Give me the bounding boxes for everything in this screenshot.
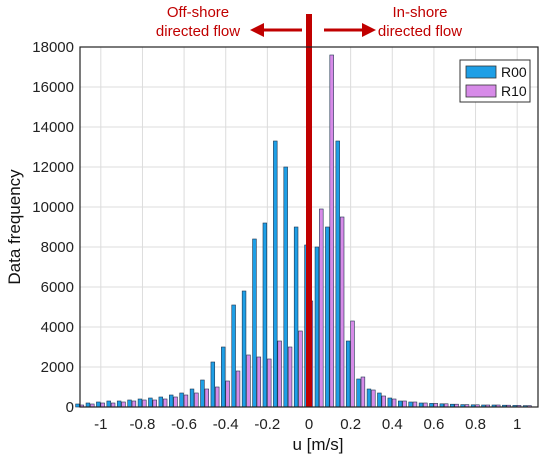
bar-r00 [189, 388, 195, 408]
x-tick-label: 0.4 [382, 416, 403, 433]
bar-r10 [183, 394, 189, 408]
y-tick-label: 10000 [32, 199, 74, 216]
x-tick-label: -0.6 [171, 416, 197, 433]
legend-swatch-r10 [465, 84, 497, 98]
bar-r00 [241, 290, 247, 408]
bar-r10 [131, 400, 137, 408]
bar-r00 [356, 378, 361, 408]
bar-r10 [350, 320, 355, 408]
bar-r10 [142, 399, 147, 408]
bar-r00 [408, 401, 413, 408]
bar-r10 [371, 389, 376, 408]
bar-r00 [377, 392, 382, 408]
bar-r10 [152, 399, 157, 408]
bar-r10 [339, 216, 345, 408]
bar-r00 [221, 346, 226, 408]
y-tick-label: 4000 [41, 319, 74, 336]
x-axis-label: u [m/s] [292, 435, 343, 454]
zero-line-bar [306, 14, 312, 407]
bar-r00 [158, 396, 163, 408]
bar-r00 [273, 140, 278, 408]
bar-r00 [252, 238, 257, 408]
bar-r00 [283, 166, 288, 408]
annotation-inshore-line2: directed flow [378, 23, 462, 40]
bar-r10 [391, 398, 397, 408]
x-tick-label: 0.6 [423, 416, 444, 433]
bar-r10 [225, 380, 230, 408]
bar-r10 [204, 388, 209, 408]
plot-frame [79, 46, 539, 408]
y-tick-label: 2000 [41, 359, 74, 376]
y-tick-label: 12000 [32, 159, 74, 176]
x-tick-label: 0.8 [465, 416, 486, 433]
bar-r00 [106, 400, 111, 408]
bar-r10 [319, 208, 324, 408]
bar-r10 [402, 400, 407, 408]
y-tick-label: 8000 [41, 239, 74, 256]
zero-divider-line [306, 14, 312, 407]
y-tick-label: 14000 [32, 119, 74, 136]
bar-r10 [162, 398, 168, 408]
bar-r00 [387, 397, 392, 408]
x-tick-label: -0.2 [254, 416, 280, 433]
x-tick-labels: -1 -0.8 -0.6 -0.4 -0.2 0 0.2 0.4 0.6 0.8 1 [94, 416, 521, 433]
bar-r10 [298, 330, 303, 408]
bar-r10 [287, 346, 293, 408]
bar-r00 [335, 140, 340, 408]
bar-r10 [235, 370, 241, 408]
inshore-arrow [324, 23, 376, 37]
bar-r00 [127, 399, 132, 408]
bar-r10 [215, 386, 220, 408]
y-tick-label: 16000 [32, 79, 74, 96]
x-tick-label: 0.2 [340, 416, 361, 433]
bar-r10 [246, 354, 251, 408]
annotation-inshore-line1: In-shore [392, 4, 447, 21]
y-tick-labels: 0 2000 4000 6000 8000 10000 12000 14000 16000 180… [32, 39, 74, 416]
bar-r00 [314, 246, 320, 408]
legend: R00 R10 [459, 59, 531, 103]
bar-r10 [360, 376, 366, 408]
bar-r00 [200, 379, 205, 408]
x-tick-label: 0 [305, 416, 313, 433]
bar-r10 [173, 396, 178, 408]
bar-r00 [398, 400, 403, 408]
legend-label-r00: R00 [501, 64, 527, 80]
bar-r10 [256, 356, 262, 408]
bar-r00 [262, 222, 268, 408]
bar-r00 [325, 226, 330, 408]
bar-r10 [329, 54, 334, 408]
bar-r00 [293, 226, 299, 408]
bar-r00 [345, 340, 351, 408]
x-tick-label: -1 [94, 416, 107, 433]
bar-r10 [381, 395, 386, 408]
y-axis-label: Data frequency [5, 169, 24, 285]
bar-r10 [121, 401, 126, 408]
bar-r00 [366, 388, 372, 408]
bar-r00 [96, 401, 101, 408]
legend-swatch-r00 [465, 65, 497, 79]
bar-r00 [75, 403, 80, 408]
x-tick-label: -0.8 [130, 416, 156, 433]
x-tick-label: -0.4 [213, 416, 239, 433]
bar-r00 [169, 394, 174, 408]
bar-r10 [412, 401, 418, 408]
bar-r00 [137, 398, 143, 408]
annotation-offshore-line2: directed flow [156, 23, 240, 40]
bar-r00 [179, 392, 184, 408]
y-tick-label: 0 [66, 399, 74, 416]
bar-r10 [267, 358, 272, 408]
bar-r10 [194, 392, 199, 408]
y-tick-label: 6000 [41, 279, 74, 296]
bar-r00 [231, 304, 236, 408]
bar-r00 [116, 400, 122, 408]
annotation-offshore-line1: Off-shore [167, 4, 229, 21]
legend-label-r10: R10 [501, 83, 527, 99]
x-tick-label: 1 [513, 416, 521, 433]
bar-r00 [148, 397, 153, 408]
y-tick-label: 18000 [32, 39, 74, 56]
bar-r10 [277, 340, 282, 408]
offshore-arrow [250, 23, 302, 37]
bar-r00 [210, 361, 216, 408]
